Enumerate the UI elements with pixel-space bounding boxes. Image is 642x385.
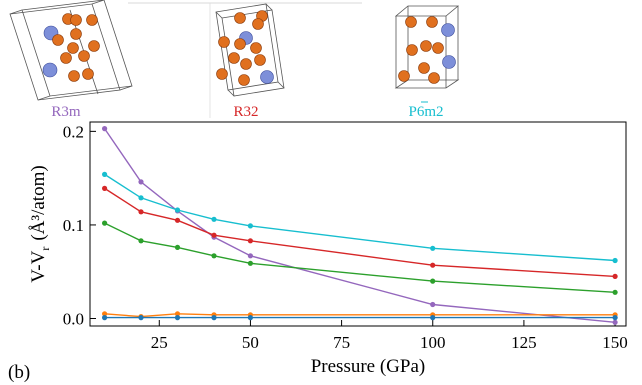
unit-cell-frame [394, 5, 460, 89]
y-axis-label-main: V-V [28, 250, 49, 282]
data-point [138, 195, 144, 201]
series-2 [102, 171, 618, 264]
ticks: 25 50 75 100 125 150 0.0 0.1 0.2 [63, 122, 628, 352]
x-tick-label: 125 [511, 333, 537, 352]
data-point [138, 209, 144, 215]
series-line [104, 187, 616, 278]
data-point [174, 315, 181, 321]
atoms [398, 16, 456, 84]
data-point [138, 179, 144, 185]
data-point [102, 311, 108, 317]
data-point [102, 185, 108, 191]
structure-r32: R32 [215, 3, 285, 120]
x-tick-label: 25 [151, 333, 168, 352]
structure-label-p6m2-text: P6m2 [408, 104, 443, 120]
y-axis-label: V-Vr (Å³/atom) [28, 165, 52, 282]
data-point [430, 315, 436, 321]
structure-label-p6m2: P6m2 [408, 104, 443, 120]
data-point [138, 238, 144, 244]
y-tick-label: 0.1 [63, 216, 84, 235]
series-line [104, 313, 616, 318]
data-point [102, 220, 108, 226]
data-point [138, 315, 144, 321]
data-point [247, 253, 253, 259]
data-point [247, 315, 253, 321]
series-line [104, 128, 616, 323]
data-point [174, 207, 181, 213]
atoms [42, 13, 100, 82]
structure-r3m: R3m [9, 0, 133, 120]
structure-label-r3m: R3m [51, 104, 81, 120]
data-point [612, 289, 618, 295]
y-tick-label: 0.2 [63, 122, 84, 141]
data-point [102, 126, 108, 132]
data-point [612, 319, 618, 325]
data-point [102, 171, 108, 177]
series-3 [102, 220, 618, 295]
data-point [211, 216, 217, 222]
data-point [174, 311, 181, 317]
data-point [211, 232, 217, 238]
data-point [102, 315, 108, 321]
series-1 [102, 185, 618, 279]
data-point [430, 301, 436, 308]
data-point [430, 278, 436, 284]
data-point [174, 244, 181, 250]
y-tick-label: 0.0 [63, 310, 84, 329]
data-point [612, 273, 618, 279]
data-point [247, 238, 253, 244]
y-axis-label-sub: r [38, 247, 52, 251]
y-axis-label-unit: (Å³/atom) [28, 165, 49, 240]
series-0 [102, 126, 618, 325]
atoms [216, 10, 274, 86]
data-point [174, 217, 181, 223]
data-point [211, 315, 217, 321]
x-tick-label: 100 [420, 333, 446, 352]
x-tick-label: 150 [602, 333, 628, 352]
data-point [612, 315, 618, 321]
data-point [430, 262, 436, 268]
x-axis-label: Pressure (GPa) [311, 356, 426, 377]
series-5 [102, 315, 618, 321]
plot-frame [89, 121, 627, 327]
structure-p6m2: P6m2 [394, 5, 460, 120]
unit-cell-frame [215, 3, 285, 97]
panel-label: (b) [8, 362, 30, 383]
data-point [430, 245, 436, 251]
data-point [211, 253, 217, 259]
data-point [247, 260, 253, 266]
series-layer [102, 126, 618, 325]
x-tick-label: 50 [242, 333, 259, 352]
structure-label-r32: R32 [233, 104, 258, 120]
x-tick-label: 75 [333, 333, 350, 352]
data-point [612, 257, 618, 264]
series-line [104, 222, 616, 293]
data-point [247, 223, 253, 229]
